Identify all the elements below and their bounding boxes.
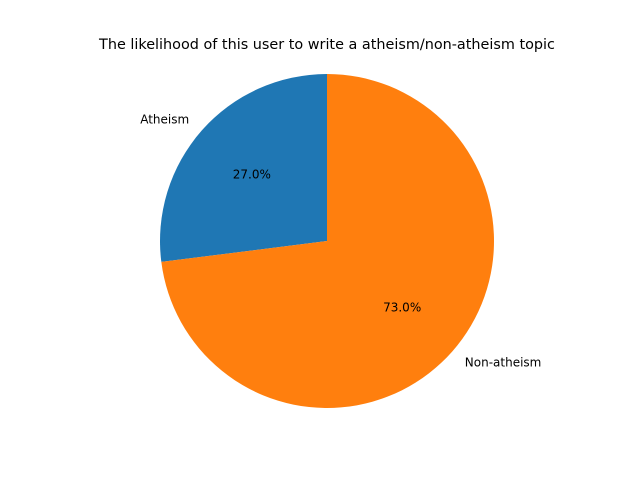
slice-label-atheism: Atheism (140, 113, 189, 127)
pie-slice-atheism (160, 74, 327, 262)
percent-label-atheism: 27.0% (233, 168, 271, 182)
chart-title: The likelihood of this user to write a a… (98, 37, 555, 53)
pie-slice-non-atheism (161, 73, 495, 409)
pie-slices (160, 73, 495, 409)
percent-label-non-atheism: 73.0% (383, 300, 421, 314)
slice-label-non-atheism: Non-atheism (465, 355, 542, 369)
pie-labels: Atheism 27.0% Non-atheism 73.0% (140, 113, 541, 370)
